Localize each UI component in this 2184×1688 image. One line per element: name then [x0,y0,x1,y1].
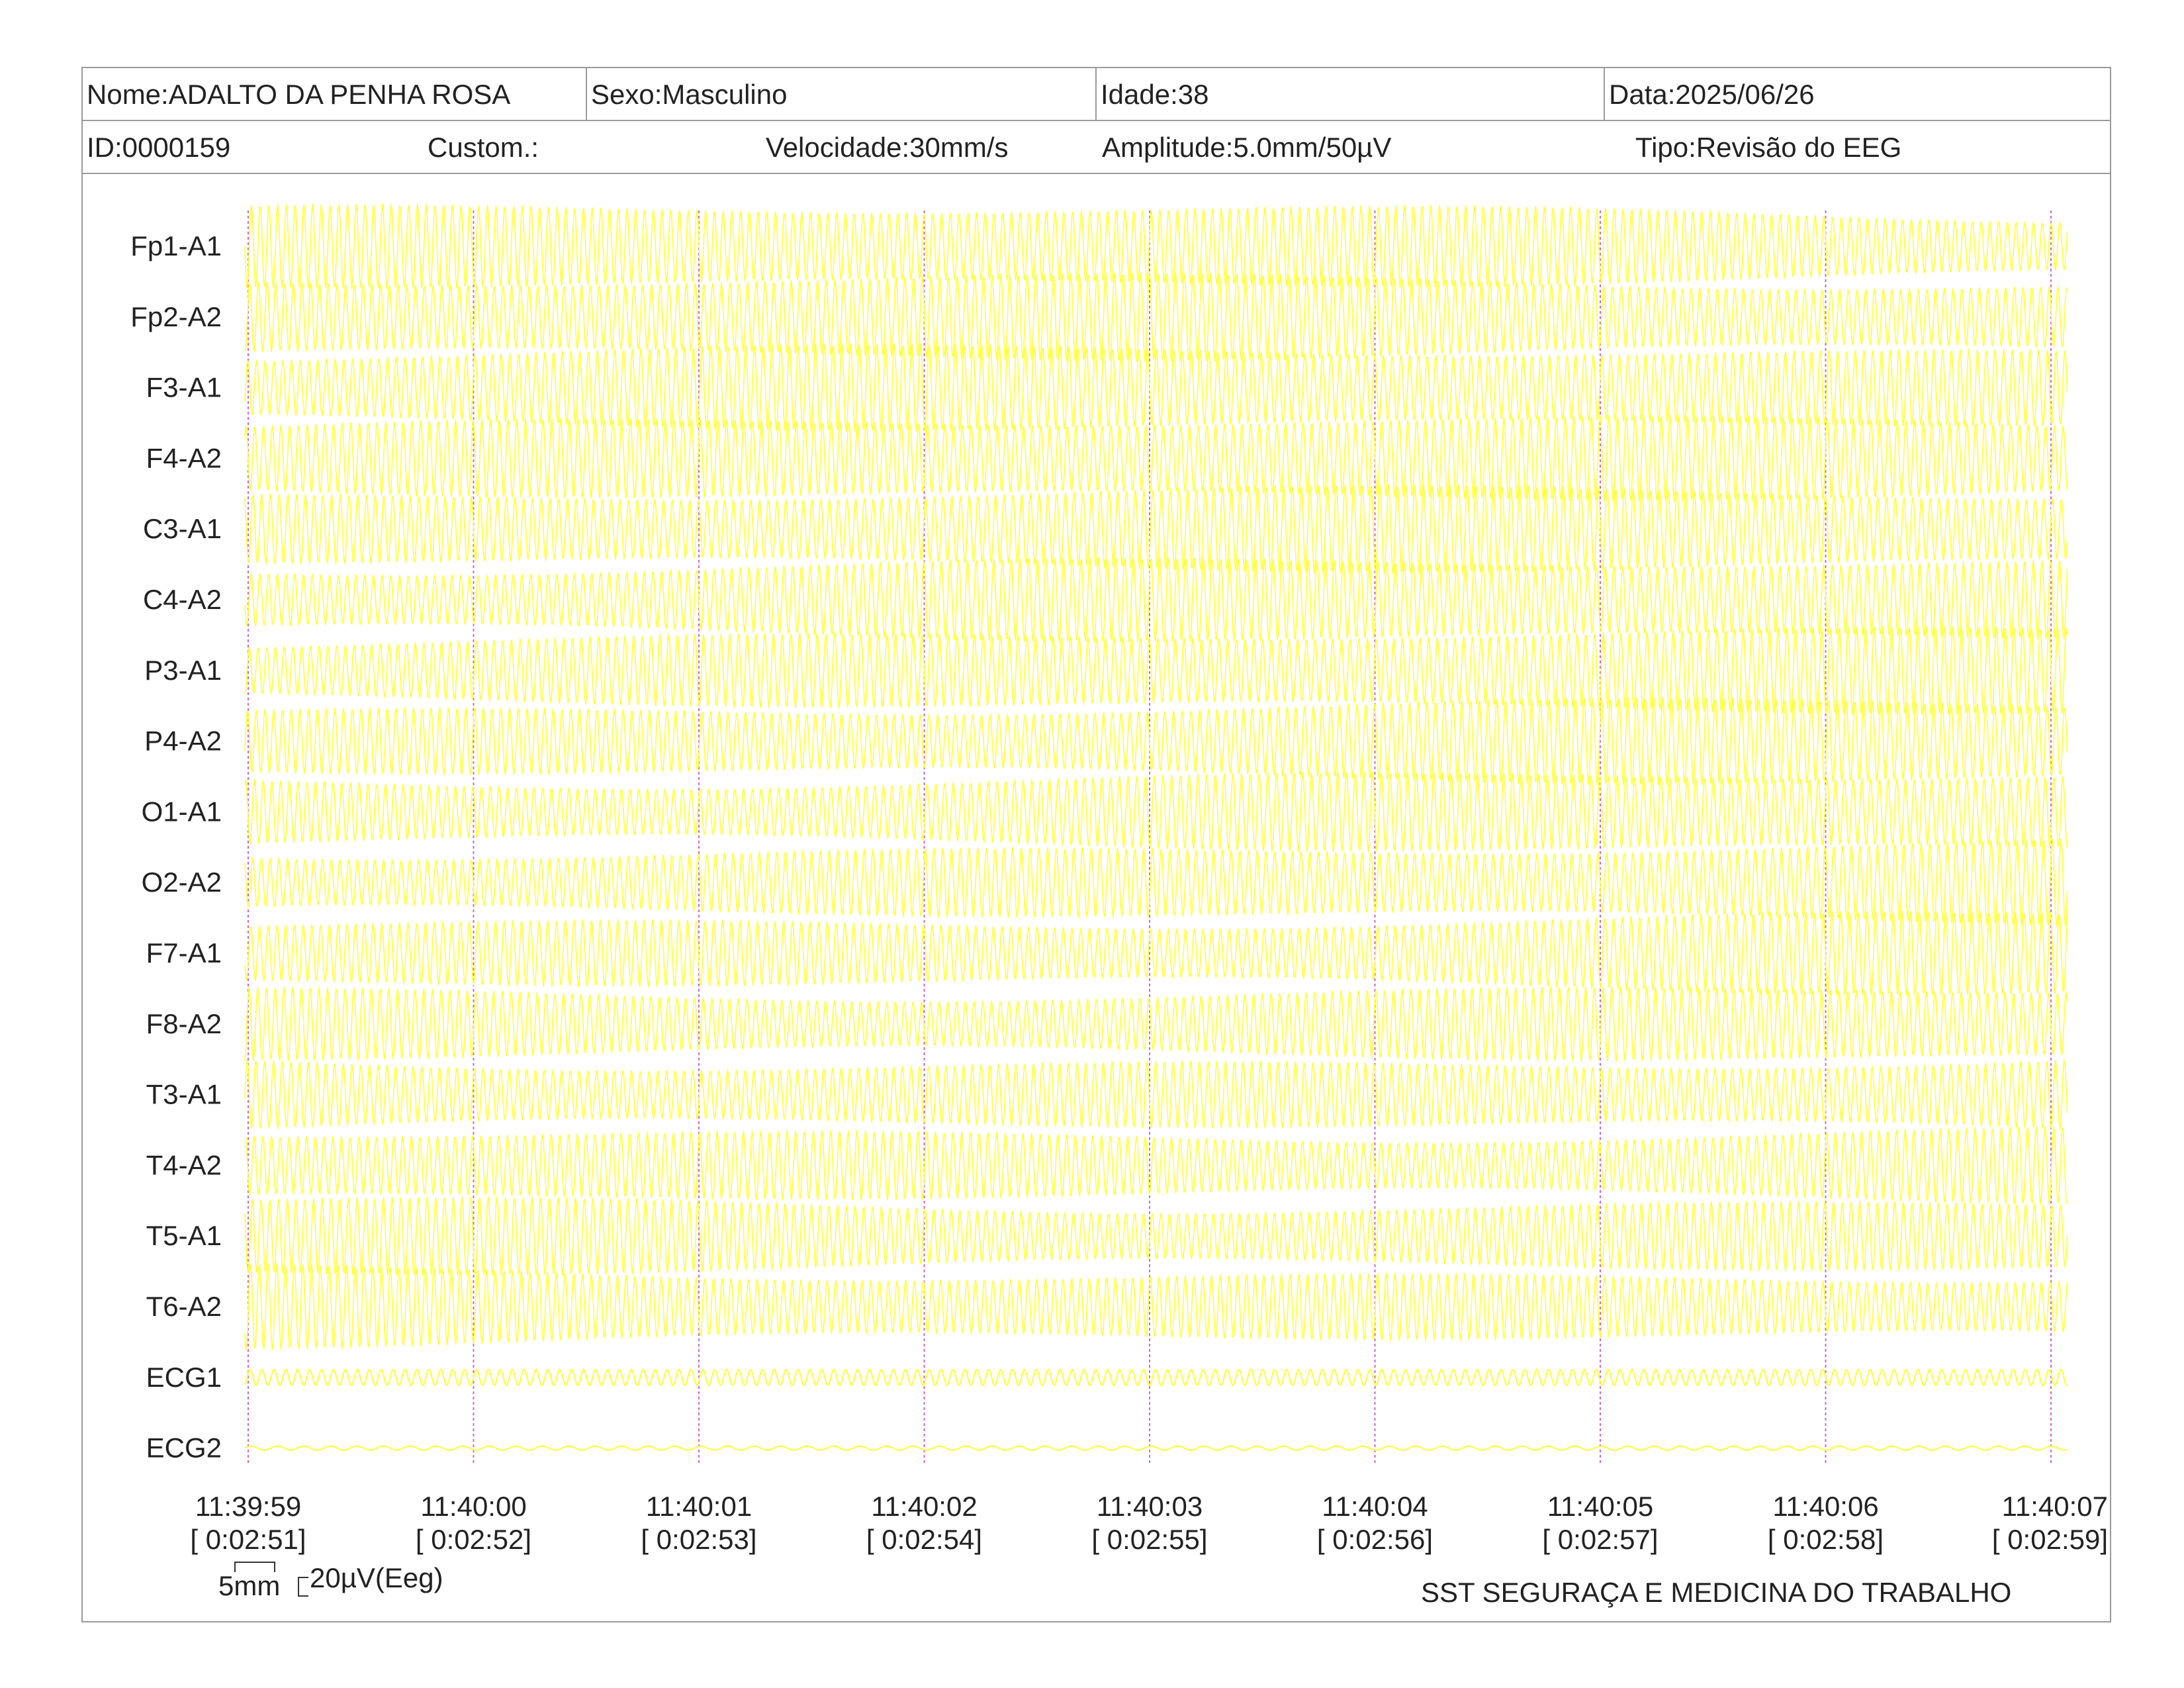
channel-trace [245,1125,2068,1205]
channel-trace [244,696,2068,786]
channel-label: T6-A2 [146,1291,222,1322]
header-row-2: ID:0000159 Custom.: Velocidade:30mm/s Am… [83,121,2110,174]
channel-trace [244,626,2068,716]
time-tick-clock: 11:40:01 [646,1491,752,1522]
channel-trace [244,1059,2068,1130]
channel-trace [244,203,2068,289]
amplitude-scale-label: 20µV(Eeg) [310,1562,443,1593]
channel-label: T3-A1 [146,1079,222,1110]
channel-trace [244,1263,2068,1350]
header-row-1: Nome:ADALTO DA PENHA ROSA Sexo:Masculino… [83,68,2110,121]
channel-label: Fp2-A2 [130,301,222,332]
time-tick-elapsed: [ 0:02:58] [1768,1524,1884,1555]
exam-type: Tipo:Revisão do EEG [1635,132,1902,163]
channel-label: T4-A2 [146,1149,222,1180]
time-tick-elapsed: [ 0:02:57] [1542,1524,1658,1555]
time-scale-label: 5mm [218,1570,281,1601]
channel-trace [244,484,2068,575]
time-tick-elapsed: [ 0:02:53] [641,1524,756,1555]
time-tick-elapsed: [ 0:02:56] [1317,1524,1433,1555]
channel-trace [244,272,2068,362]
time-tick-clock: 11:40:07 [2002,1491,2108,1522]
channel-trace [244,1196,2068,1276]
channel-label: C3-A1 [143,513,222,544]
channel-label: P3-A1 [144,655,222,686]
channel-labels: Fp1-A1 Fp2-A2 F3-A1 F4-A2 C3-A1 C4-A2 P3-A1 P4-… [130,230,222,1464]
time-tick-clock: 11:40:06 [1772,1491,1878,1522]
time-tick-elapsed: [ 0:02:52] [416,1524,531,1555]
eeg-traces [244,203,2068,1451]
channel-label: C4-A2 [143,584,222,615]
channel-trace [244,557,2068,643]
company-name: SST SEGURAÇA E MEDICINA DO TRABALHO [1421,1577,2012,1608]
time-tick-clock: 11:40:03 [1097,1491,1203,1522]
channel-label: Fp1-A1 [130,230,222,261]
patient-name: Nome:ADALTO DA PENHA ROSA [83,68,587,120]
channel-label: ECG2 [146,1432,222,1464]
report-frame: Nome:ADALTO DA PENHA ROSA Sexo:Masculino… [81,67,2111,1622]
channel-label: F7-A1 [146,937,222,968]
amplitude-setting: Amplitude:5.0mm/50µV [1102,132,1392,163]
channel-label: O2-A2 [142,867,222,898]
time-tick-clock: 11:40:04 [1322,1491,1428,1522]
channel-label: F8-A2 [146,1008,222,1039]
channel-label: F4-A2 [146,442,222,473]
time-tick-clock: 11:40:00 [420,1491,526,1522]
channel-label: O1-A1 [142,796,222,827]
exam-date: Data:2025/06/26 [1609,79,1815,110]
channel-trace [244,771,2068,853]
time-tick-clock: 11:39:59 [195,1491,301,1522]
channel-trace [244,986,2068,1062]
time-tick-elapsed: [ 0:02:54] [866,1524,982,1555]
time-tick-elapsed: [ 0:02:51] [190,1524,306,1555]
second-markers [248,211,2052,1463]
time-tick-elapsed: [ 0:02:55] [1091,1524,1207,1555]
time-tick-elapsed: [ 0:02:59] [1992,1524,2108,1555]
channel-label: T5-A1 [146,1220,222,1251]
amplitude-scale-bracket [298,1577,308,1597]
time-tick-clock: 11:40:05 [1547,1491,1653,1522]
channel-label: P4-A2 [144,726,222,757]
channel-trace [244,343,2068,432]
channel-label: ECG1 [146,1362,222,1393]
channel-trace [244,911,2068,996]
time-scale-bracket [234,1562,275,1572]
patient-sex: Sexo:Masculino [587,68,1097,120]
channel-trace [244,1445,2068,1451]
patient-age: Idade:38 [1097,68,1605,120]
channel-label: F3-A1 [146,372,222,403]
channel-trace [244,414,2068,502]
time-axis: 11:39:59[ 0:02:51] 11:40:00[ 0:02:52] 11:4… [190,1491,2108,1555]
patient-id: ID:0000159 [87,132,231,163]
speed-setting: Velocidade:30mm/s [766,132,1009,163]
channel-trace [244,838,2068,927]
custom-field: Custom.: [428,132,539,163]
time-tick-clock: 11:40:02 [871,1491,977,1522]
channel-trace [244,1368,2068,1387]
